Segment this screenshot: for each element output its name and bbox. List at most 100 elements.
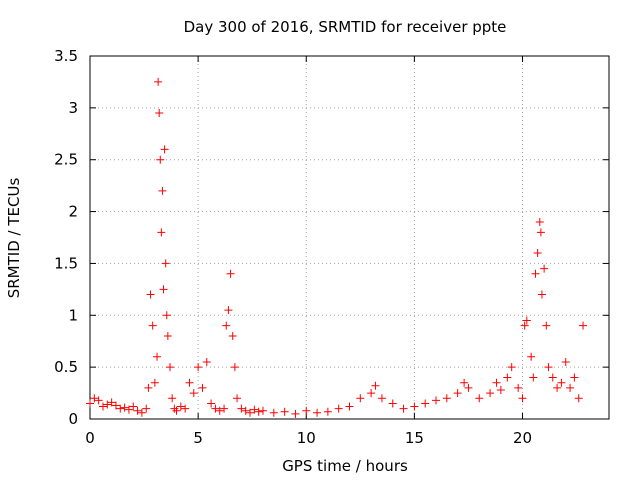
data-point: [557, 378, 566, 387]
data-point: [291, 409, 300, 418]
data-point: [116, 404, 125, 413]
data-point: [157, 228, 166, 237]
data-points: [86, 77, 588, 418]
data-point: [189, 389, 198, 398]
data-point: [222, 321, 231, 330]
data-point: [133, 406, 142, 415]
plot-frame: [89, 55, 610, 420]
data-point: [548, 373, 557, 382]
data-point: [345, 402, 354, 411]
data-point: [148, 321, 157, 330]
data-point: [98, 402, 107, 411]
data-point: [460, 378, 469, 387]
data-point: [254, 407, 263, 416]
data-point: [544, 363, 553, 372]
data-point: [356, 394, 365, 403]
data-point: [367, 389, 376, 398]
data-point: [537, 290, 546, 299]
data-point: [496, 385, 505, 394]
grid-lines: [90, 56, 609, 419]
y-tick-label: 2.5: [54, 151, 78, 169]
y-tick-label: 3.5: [54, 47, 78, 65]
data-point: [185, 378, 194, 387]
data-point: [207, 399, 216, 408]
data-point: [220, 404, 229, 413]
data-point: [503, 373, 512, 382]
data-point: [250, 405, 259, 414]
data-point: [533, 249, 542, 258]
data-point: [540, 264, 549, 273]
data-point: [388, 399, 397, 408]
data-point: [166, 363, 175, 372]
data-point: [158, 186, 167, 195]
data-point: [144, 383, 153, 392]
x-tick-label: 15: [405, 429, 424, 447]
data-point: [553, 383, 562, 392]
data-point: [107, 398, 116, 407]
data-point: [161, 259, 170, 268]
data-point: [579, 321, 588, 330]
y-tick-label: 0.5: [54, 358, 78, 376]
data-point: [432, 396, 440, 405]
data-point: [176, 402, 185, 411]
data-point: [142, 404, 151, 413]
data-point: [237, 404, 246, 413]
y-axis-label: SRMTID / TECUs: [5, 178, 23, 299]
data-point: [486, 389, 495, 398]
data-point: [155, 109, 164, 118]
data-point: [150, 378, 159, 387]
data-point: [514, 383, 523, 392]
data-point: [154, 77, 163, 86]
y-tick-label: 1: [68, 306, 78, 324]
data-point: [241, 406, 250, 415]
data-point: [170, 404, 179, 413]
data-point: [323, 407, 332, 416]
data-point: [202, 357, 211, 366]
data-point: [211, 404, 220, 413]
data-point: [280, 407, 289, 416]
data-point: [90, 394, 99, 403]
data-point: [542, 321, 551, 330]
data-point: [137, 408, 146, 417]
data-point: [129, 402, 138, 411]
y-tick-label: 0: [68, 410, 78, 428]
data-point: [536, 228, 545, 237]
data-point: [163, 332, 172, 341]
data-point: [103, 400, 112, 409]
data-point: [120, 403, 129, 412]
x-tick-label: 0: [85, 429, 95, 447]
y-tick-label: 2: [68, 203, 78, 221]
data-point: [475, 394, 484, 403]
data-point: [146, 290, 155, 299]
x-tick-label: 10: [297, 429, 316, 447]
data-point: [535, 217, 544, 226]
data-point: [520, 321, 529, 330]
data-point: [302, 406, 311, 415]
data-point: [507, 363, 516, 372]
data-point: [574, 394, 583, 403]
data-point: [172, 406, 181, 415]
data-point: [334, 404, 343, 413]
data-point: [228, 332, 237, 341]
data-point: [94, 396, 103, 405]
data-point: [453, 389, 462, 398]
data-point: [233, 394, 242, 403]
data-point: [377, 394, 386, 403]
data-point: [522, 316, 531, 325]
data-point: [421, 399, 430, 408]
data-point: [230, 363, 239, 372]
data-point: [561, 357, 570, 366]
data-point: [194, 363, 203, 372]
data-point: [156, 155, 165, 164]
data-point: [464, 383, 473, 392]
data-point: [159, 285, 168, 294]
data-point: [160, 145, 169, 154]
data-point: [162, 311, 171, 320]
data-point: [246, 408, 255, 417]
data-point: [527, 352, 536, 361]
x-tick-label: 20: [513, 429, 532, 447]
axis-ticks: 0 5 10 15 20 0 0.5 1 1.5 2 2.5 3 3.5: [54, 47, 609, 447]
data-point: [518, 394, 527, 403]
data-point: [269, 408, 278, 417]
